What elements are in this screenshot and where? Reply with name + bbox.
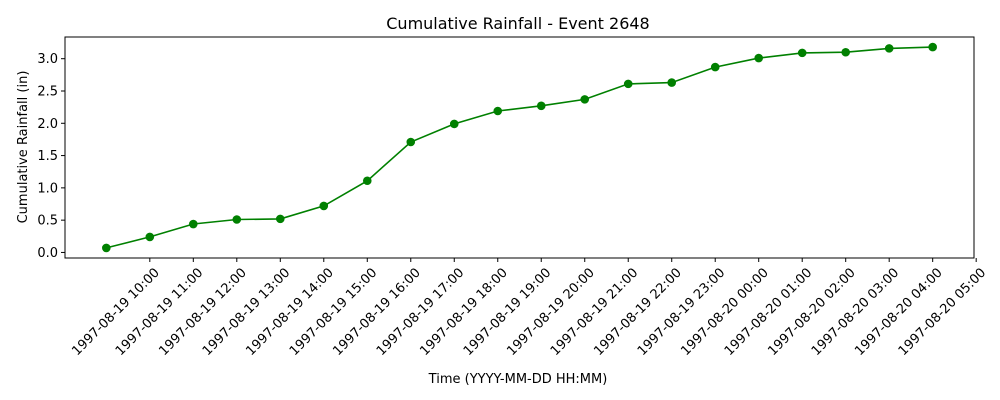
data-point [102,243,111,253]
y-tick-label: 1.0 [37,181,58,196]
y-tick-label: 2.0 [37,117,58,132]
data-point [232,215,242,224]
data-point [667,78,677,87]
x-tick-label: 1997-08-20 05:00 [896,265,989,358]
plot-frame [64,36,975,259]
data-point [319,201,329,211]
x-axis-label: Time (YYYY-MM-DD HH:MM) [428,372,608,387]
data-point [536,101,546,111]
data-point [580,95,590,104]
data-point [841,47,850,57]
data-point [797,48,807,58]
data-point [189,219,198,229]
y-tick-label: 1.5 [37,149,58,164]
data-point [754,53,764,63]
chart-title: Cumulative Rainfall - Event 2648 [386,14,649,33]
data-point [493,106,503,116]
data-point [884,44,894,53]
data-point [362,176,372,186]
data-point [275,214,285,224]
data-point [710,62,720,72]
data-point [406,137,416,147]
series-line [106,46,933,249]
y-tick-label: 2.5 [37,84,58,99]
y-tick-label: 3.0 [37,52,58,67]
y-axis-label: Cumulative Rainfall (in) [16,71,31,224]
data-point [928,42,937,52]
data-point [449,119,459,129]
data-point [145,232,155,242]
y-tick-label: 0.0 [37,246,58,261]
y-tick-label: 0.5 [37,214,58,229]
data-point [623,79,633,89]
